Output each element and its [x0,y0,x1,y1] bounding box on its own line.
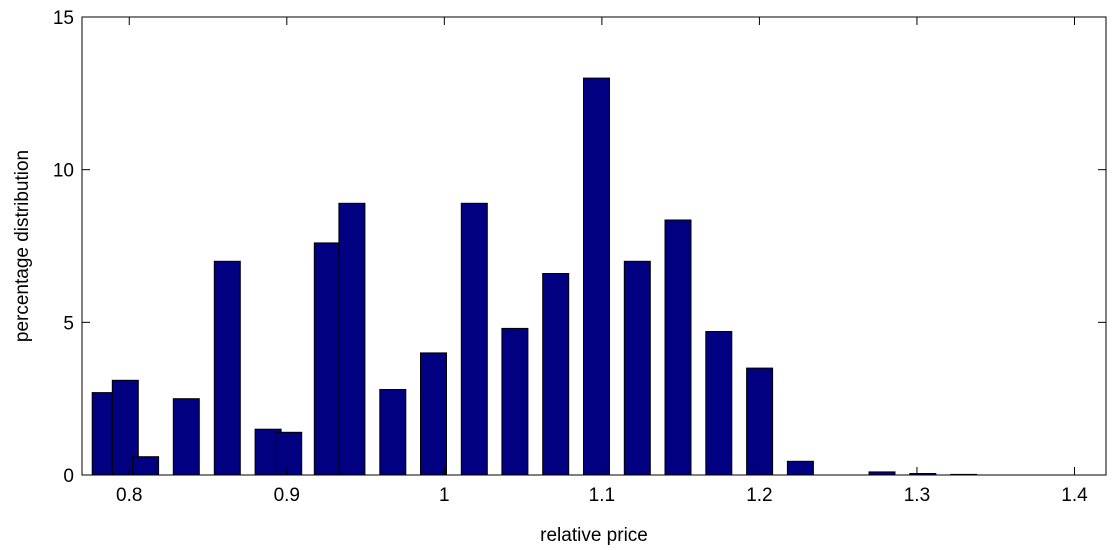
bar-19 [786,460,814,476]
x-tick-label: 1.2 [746,485,772,506]
x-tick-label: 1 [439,485,450,506]
bar-12 [501,327,529,476]
x-tick-label: 1.4 [1061,485,1088,506]
ticks-group: 0.8 0.9 1 1.1 1.2 1.3 1.4 0 5 10 15 [53,8,1106,506]
bar-15 [623,260,651,476]
bar-7 [313,242,341,476]
y-tick-label: 5 [63,313,74,334]
plot-frame [81,16,1107,476]
bar-3 [172,398,200,476]
x-tick-label: 0.9 [274,485,300,506]
bar-2 [132,456,160,476]
y-tick-label: 0 [63,466,74,487]
y-tick-label: 15 [53,8,74,29]
x-tick-label: 0.8 [116,485,142,506]
bar-11 [460,202,488,476]
bar-18 [746,367,774,476]
x-axis-label: relative price [540,525,648,546]
bar-16 [664,219,692,476]
bars-group [91,77,978,476]
bar-8 [338,202,366,476]
x-tick-label: 1.3 [904,485,930,506]
bar-9 [379,389,407,476]
x-tick-label: 1.1 [589,485,615,506]
bar-6 [275,431,303,476]
bar-4 [213,260,241,476]
y-tick-label: 10 [53,161,74,182]
bar-17 [705,331,733,476]
bar-10 [420,352,447,476]
y-axis-label: percentage distribution [12,150,33,342]
bar-14 [583,77,610,476]
bar-13 [542,273,570,476]
